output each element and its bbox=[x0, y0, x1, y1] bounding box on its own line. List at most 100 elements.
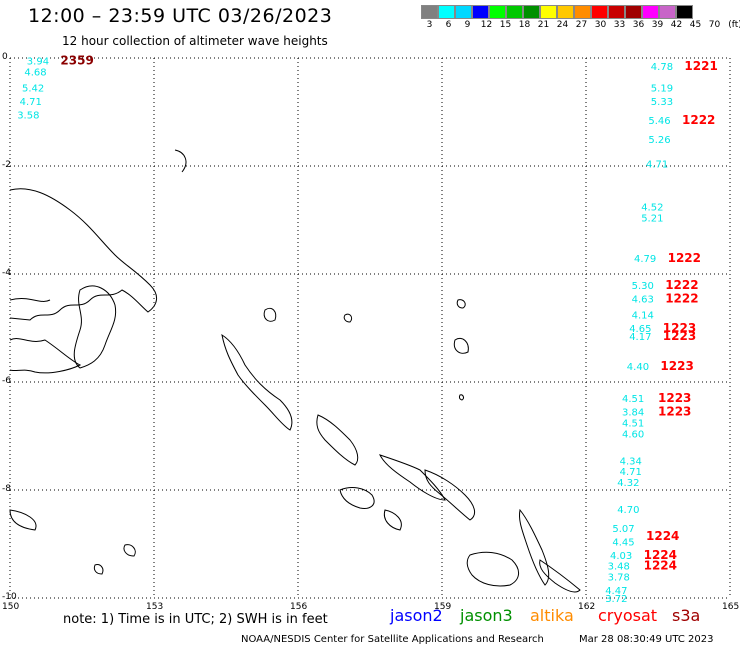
scale-label: 39 bbox=[651, 20, 664, 30]
bougainville bbox=[316, 414, 359, 466]
scale-label: 36 bbox=[632, 20, 645, 30]
pass-time-label: 1223 bbox=[658, 405, 691, 419]
y-tick-label: 0 bbox=[2, 52, 8, 62]
wave-height-label: 5.42 bbox=[22, 84, 44, 95]
wave-height-label: 3.84 bbox=[622, 408, 644, 419]
y-tick-label: -6 bbox=[2, 376, 11, 386]
scale-swatch bbox=[625, 5, 642, 19]
satellite-s3a: s3a bbox=[672, 606, 701, 625]
wave-height-label: 4.70 bbox=[617, 505, 639, 516]
pass-time-label: 1223 bbox=[663, 321, 696, 335]
scale-unit: (ft) bbox=[728, 20, 740, 30]
wave-height-label: 4.51 bbox=[622, 394, 644, 405]
small-island-1 bbox=[263, 307, 277, 322]
louisiade-1 bbox=[9, 509, 37, 531]
pass-time-label: 1222 bbox=[682, 113, 715, 127]
pass-time-label: 2359 bbox=[60, 54, 93, 68]
wave-height-label: 5.19 bbox=[651, 84, 673, 95]
new-ireland bbox=[221, 333, 293, 431]
scale-swatch bbox=[659, 5, 676, 19]
choiseul bbox=[379, 454, 446, 501]
wave-height-label: 3.48 bbox=[608, 562, 630, 573]
scale-swatch bbox=[489, 5, 506, 19]
small-island-4 bbox=[453, 337, 469, 354]
scale-swatch bbox=[438, 5, 455, 19]
wave-height-label: 3.78 bbox=[608, 572, 630, 583]
map-subtitle: 12 hour collection of altimeter wave hei… bbox=[62, 34, 328, 48]
louisiade-2 bbox=[93, 564, 104, 575]
wave-height-label: 5.26 bbox=[648, 135, 670, 146]
scale-label: 33 bbox=[613, 20, 626, 30]
map-title: 12:00 – 23:59 UTC 03/26/2023 bbox=[28, 5, 333, 27]
y-tick-label: -8 bbox=[2, 484, 11, 494]
scale-swatch bbox=[506, 5, 523, 19]
x-tick-label: 153 bbox=[146, 602, 164, 612]
x-tick-label: 159 bbox=[434, 602, 452, 612]
new-georgia bbox=[339, 487, 375, 509]
scale-label: 42 bbox=[670, 20, 683, 30]
pass-time-label: 1222 bbox=[665, 291, 698, 305]
pass-time-label: 1223 bbox=[658, 391, 691, 405]
scale-swatch bbox=[591, 5, 608, 19]
wave-height-label: 4.63 bbox=[632, 294, 654, 305]
wave-height-label: 5.33 bbox=[651, 97, 673, 108]
wave-height-label: 4.40 bbox=[627, 362, 649, 373]
wave-height-label: 4.17 bbox=[629, 332, 651, 343]
scale-label: 9 bbox=[464, 20, 471, 30]
wave-height-label: 5.30 bbox=[632, 281, 654, 292]
scale-label: 12 bbox=[480, 20, 493, 30]
scale-label: 3 bbox=[426, 20, 433, 30]
wave-height-label: 4.14 bbox=[632, 311, 654, 322]
new-guinea-coast bbox=[9, 188, 157, 374]
small-island-5 bbox=[458, 394, 464, 401]
guadalcanal bbox=[466, 551, 519, 587]
scale-label: 24 bbox=[556, 20, 569, 30]
scale-label: 30 bbox=[594, 20, 607, 30]
wave-height-label: 4.51 bbox=[622, 419, 644, 430]
x-tick-label: 156 bbox=[290, 602, 308, 612]
wave-height-label: 4.65 bbox=[629, 324, 651, 335]
pass-time-label: 1222 bbox=[668, 251, 701, 265]
wave-height-label: 5.07 bbox=[612, 524, 634, 535]
scale-label: 18 bbox=[518, 20, 531, 30]
pass-time-label: 1222 bbox=[665, 278, 698, 292]
x-tick-label: 165 bbox=[722, 602, 740, 612]
wave-height-label: 5.46 bbox=[648, 116, 670, 127]
wave-height-label: 4.03 bbox=[610, 551, 632, 562]
wave-height-label: 4.71 bbox=[620, 467, 642, 478]
wave-height-label: 3.72 bbox=[605, 594, 627, 605]
scale-swatch bbox=[574, 5, 591, 19]
lat-lon-grid bbox=[9, 57, 731, 599]
scale-swatch bbox=[472, 5, 489, 19]
scale-swatch bbox=[642, 5, 659, 19]
wave-height-label: 4.60 bbox=[622, 429, 644, 440]
wave-height-label: 4.78 bbox=[651, 62, 673, 73]
scale-swatch bbox=[557, 5, 574, 19]
wave-height-label: 4.52 bbox=[641, 203, 663, 214]
wave-height-label: 5.21 bbox=[641, 213, 663, 224]
observations: 3.94 2359 4.68 5.42 4.71 3.58 4.78 1221 5.19 5.33… bbox=[17, 54, 718, 605]
scale-label: 21 bbox=[537, 20, 550, 30]
scale-label: 6 bbox=[445, 20, 452, 30]
pass-time-label: 1224 bbox=[644, 548, 677, 562]
pass-time-label: 1221 bbox=[684, 59, 717, 73]
wave-height-label: 4.45 bbox=[612, 537, 634, 548]
x-tick-label: 150 bbox=[2, 602, 20, 612]
wave-height-label: 4.47 bbox=[605, 586, 627, 597]
satellite-jason2: jason2 bbox=[390, 606, 443, 625]
scale-label: 27 bbox=[575, 20, 588, 30]
scale-swatch bbox=[455, 5, 472, 19]
y-tick-label: -4 bbox=[2, 268, 11, 278]
scale-swatch bbox=[421, 5, 438, 19]
papua-peninsula bbox=[73, 285, 117, 369]
wave-height-label: 4.71 bbox=[646, 159, 668, 170]
malaita bbox=[519, 508, 550, 586]
footer-date: Mar 28 08:30:49 UTC 2023 bbox=[579, 634, 714, 645]
scale-swatch bbox=[676, 5, 693, 19]
coastline bbox=[9, 149, 581, 593]
y-tick-label: -10 bbox=[2, 592, 17, 602]
pass-time-label: 1224 bbox=[644, 559, 677, 573]
footer-credit: NOAA/NESDIS Center for Satellite Applica… bbox=[241, 634, 544, 645]
pass-time-label: 1224 bbox=[646, 529, 679, 543]
satellite-jason3: jason3 bbox=[460, 606, 513, 625]
